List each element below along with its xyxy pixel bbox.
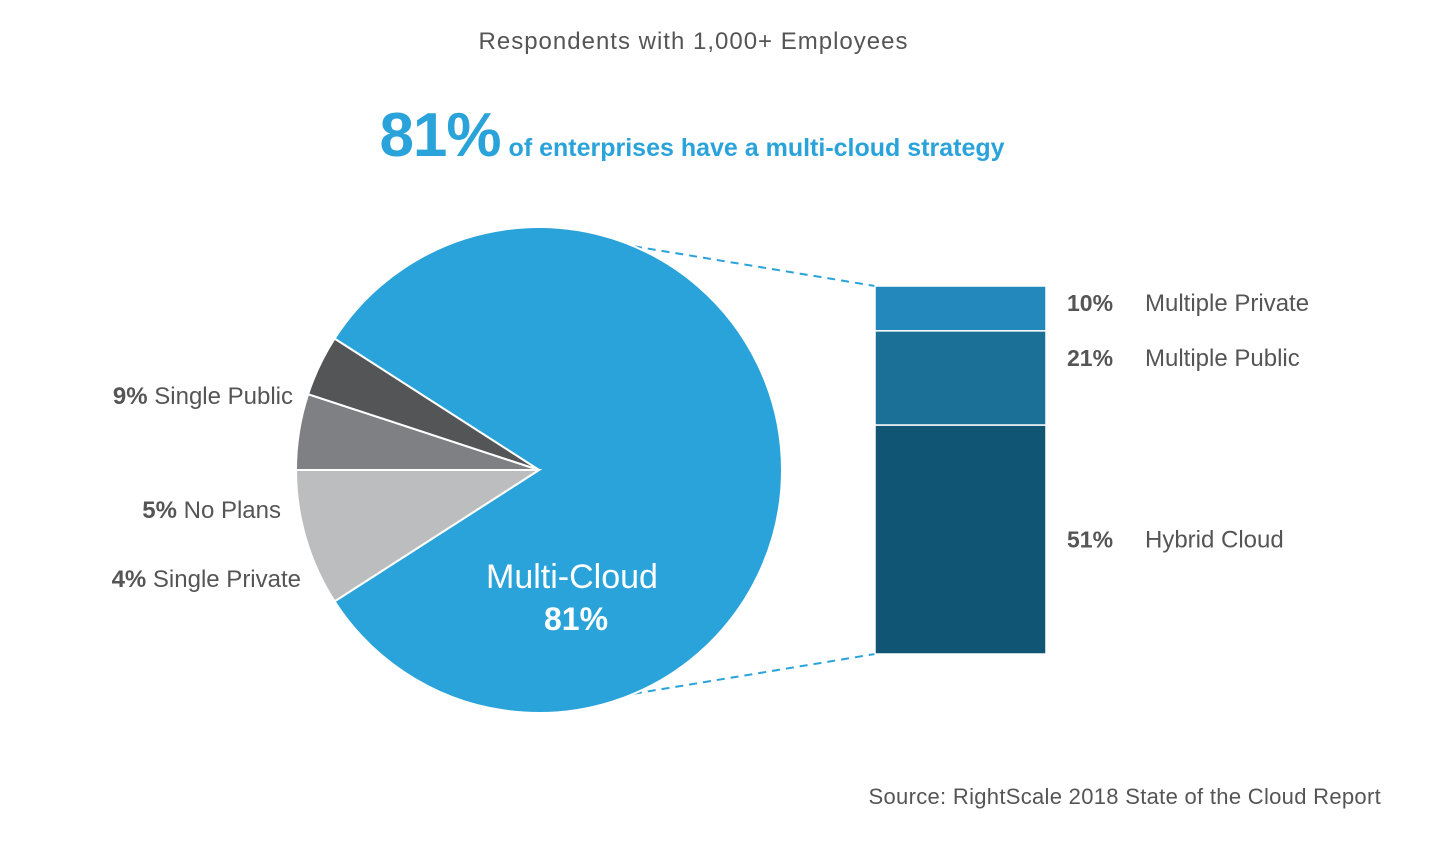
headline: 81% of enterprises have a multi-cloud str… (0, 100, 1384, 171)
chart-subtitle: Respondents with 1,000+ Employees (478, 28, 909, 55)
stacked-bar (874, 285, 1047, 655)
pie-center-value: 81% (544, 601, 608, 637)
pie-labels: 9% Single Public 5% No Plans 4% Single Pri… (112, 383, 301, 593)
bar-label-name: Multiple Public (1145, 345, 1300, 372)
pie-chart: Multi-Cloud 81% (294, 226, 783, 714)
bar-label-pct: 21% (1067, 345, 1113, 371)
pie-slice-single-public (294, 469, 543, 603)
bar-label-name: Multiple Private (1145, 290, 1309, 317)
bar-segment-multiple-private (874, 285, 1047, 332)
bar-label-pct: 10% (1067, 290, 1113, 316)
pie-label-single-public: 9% Single Public (113, 383, 293, 410)
connector-line-bottom (633, 653, 876, 695)
bar-segment-multiple-public (874, 330, 1047, 426)
stacked-bar-labels: 10% Multiple Private 21% Multiple Public 51%… (1067, 290, 1309, 554)
pie-label-no-plans: 5% No Plans (142, 497, 281, 524)
connector-line-top (633, 245, 876, 287)
connector-lines (633, 245, 876, 695)
source-note: Source: RightScale 2018 State of the Clo… (868, 784, 1381, 809)
pie-slice-single-private (306, 337, 540, 471)
headline-text: of enterprises have a multi-cloud strate… (508, 134, 1005, 162)
headline-percent: 81% (379, 101, 501, 170)
pie-label-single-private: 4% Single Private (112, 566, 301, 593)
bar-label-name: Hybrid Cloud (1145, 527, 1284, 554)
bar-segment-hybrid-cloud (874, 424, 1047, 655)
bar-label-pct: 51% (1067, 527, 1113, 553)
pie-center-label: Multi-Cloud (486, 558, 658, 596)
pie-slice-multi-cloud (333, 226, 783, 714)
